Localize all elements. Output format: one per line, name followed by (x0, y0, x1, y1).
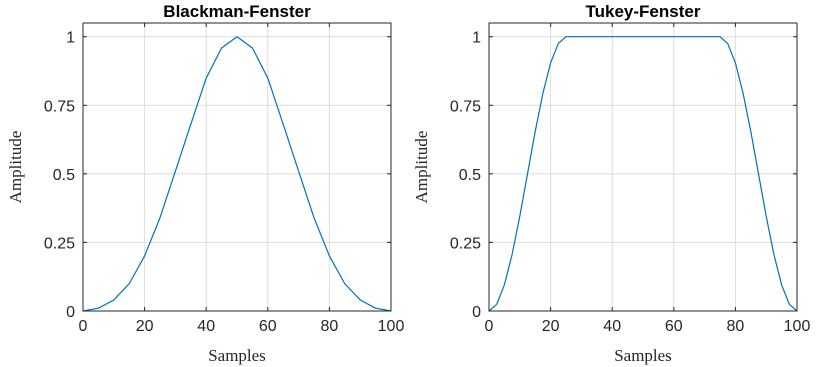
x-tick-label: 0 (79, 318, 88, 335)
y-tick-label: 0 (66, 304, 75, 321)
x-tick-label: 60 (259, 318, 277, 335)
blackman-plot: 0 20 40 60 80 100 0 0.25 0.5 0.75 1 Blackman-Fenste… (6, 2, 404, 365)
x-tick-label: 100 (784, 318, 811, 335)
series-line (82, 36, 392, 312)
x-tick-label: 60 (665, 318, 683, 335)
x-tick-label: 100 (378, 318, 405, 335)
y-tick-label: 0.75 (450, 98, 481, 115)
y-tick-label: 0.25 (450, 235, 481, 252)
chart-title: Tukey-Fenster (586, 2, 701, 21)
axes-box (488, 22, 798, 312)
y-tick-label: 0.5 (459, 167, 481, 184)
x-tick-label: 40 (197, 318, 215, 335)
y-tick-label: 0 (472, 304, 481, 321)
y-tick-label: 1 (66, 30, 75, 47)
axes-box (82, 22, 392, 312)
y-tick-label: 0.25 (44, 235, 75, 252)
x-tick-label: 0 (485, 318, 494, 335)
y-tick-label: 1 (472, 30, 481, 47)
x-axis-label: Samples (614, 346, 672, 365)
y-axis-label: Amplitude (412, 131, 431, 204)
y-tick-label: 0.75 (44, 98, 75, 115)
y-axis-label: Amplitude (6, 131, 25, 204)
x-axis-label: Samples (208, 346, 266, 365)
tukey-plot: 0 20 40 60 80 100 0 0.25 0.5 0.75 1 Tukey-Fenster Sa… (412, 2, 810, 365)
series-line (488, 36, 798, 312)
x-tick-label: 20 (136, 318, 154, 335)
chart-title: Blackman-Fenster (163, 2, 311, 21)
x-tick-label: 20 (542, 318, 560, 335)
x-tick-label: 40 (603, 318, 621, 335)
x-tick-label: 80 (727, 318, 745, 335)
x-tick-label: 80 (321, 318, 339, 335)
y-tick-label: 0.5 (53, 167, 75, 184)
